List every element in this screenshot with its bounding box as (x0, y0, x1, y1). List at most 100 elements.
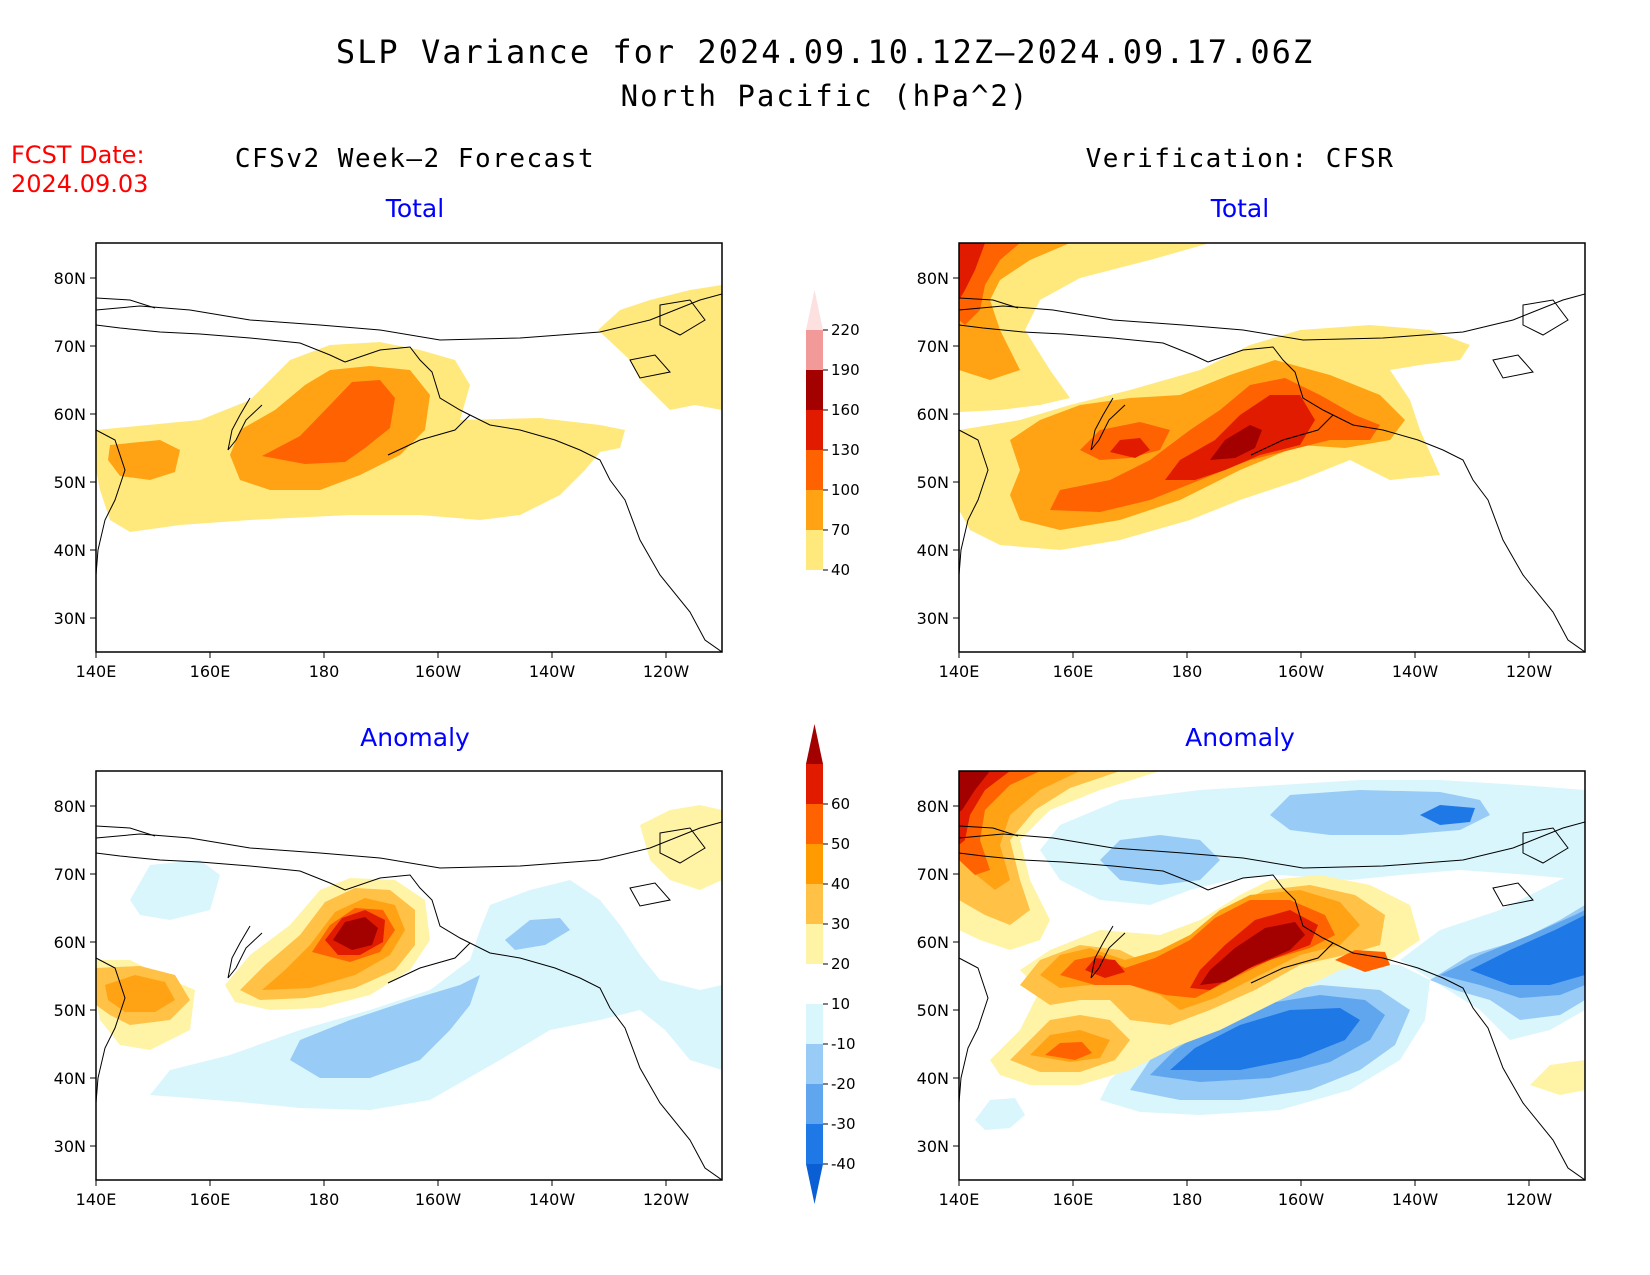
shade-neg40-minus-east (1470, 915, 1585, 985)
coastline-kamchatka (227, 925, 263, 979)
figure-title-line2: North Pacific (hPa^2) (621, 79, 1030, 113)
coastlines-fcst-total (96, 293, 722, 652)
shade-pos10-pos20-n (640, 805, 722, 890)
colorbar-total-label: 220 (831, 321, 860, 339)
frame-fcst-total (95, 242, 723, 653)
lat-tick-30N: 30N (917, 1137, 949, 1156)
coastline-asia (96, 324, 346, 576)
lon-tick-160W: 160W (415, 662, 462, 681)
lon-tick-180: 180 (1172, 662, 1203, 681)
colorbar-anomaly-extend-bottom (806, 1164, 823, 1204)
lat-tick-60N: 60N (54, 933, 86, 952)
lon-tick-140W: 140W (1392, 1190, 1439, 1209)
coastline-arctic (96, 821, 722, 869)
lon-tick-160E: 160E (190, 662, 231, 681)
lon-tick-140W: 140W (529, 662, 576, 681)
right-column-title: Verification: CFSR (1086, 144, 1395, 174)
lon-ticks-verif-total: 140E 160E 180 160W 140W 120W (939, 662, 1553, 681)
coastline-alaska (1207, 346, 1585, 652)
shade-pos60-plus-mid (1200, 922, 1305, 985)
shade-neg10-neg20-sw (975, 1098, 1025, 1130)
colorbar-anomaly-label: -20 (831, 1075, 856, 1093)
colorbar-total-label: 100 (831, 481, 860, 499)
lon-tick-160W: 160W (1278, 662, 1325, 681)
coastline-kamchatka (227, 397, 263, 451)
lat-tick-50N: 50N (54, 473, 86, 492)
colorbar-anomaly-label: -10 (831, 1035, 856, 1053)
colorbar-anomaly-box (806, 1004, 823, 1044)
lon-tick-160W: 160W (415, 1190, 462, 1209)
colorbar-anomaly-box (806, 1124, 823, 1164)
shade-neg20-neg30-ne (1270, 790, 1490, 835)
coastline-asia (959, 324, 1209, 576)
colorbar-total-box (806, 330, 823, 370)
frame-fcst-anomaly (95, 770, 723, 1181)
colorbar-total-extend-top (806, 290, 823, 330)
left-column-title: CFSv2 Week–2 Forecast (235, 144, 595, 174)
ticks-p3 (953, 805, 1530, 1186)
lat-tick-50N: 50N (917, 473, 949, 492)
lat-tick-80N: 80N (917, 269, 949, 288)
colorbar-anomaly-box (806, 1044, 823, 1084)
lon-tick-120W: 120W (643, 1190, 690, 1209)
coastline-asia (959, 852, 1209, 1104)
lon-tick-140E: 140E (76, 1190, 117, 1209)
colorbar-total-label: 40 (831, 561, 850, 579)
fcst-date-value: 2024.09.03 (11, 170, 148, 198)
lon-tick-160E: 160E (190, 1190, 231, 1209)
colorbar-anomaly-box (806, 884, 823, 924)
shade-100-130 (262, 380, 395, 464)
colorbar-anomaly-extend-top (806, 724, 823, 764)
shade-160-190 (1210, 425, 1262, 460)
lat-tick-60N: 60N (917, 933, 949, 952)
coastlines-verif-anomaly (959, 821, 1585, 1180)
coastline-arctic (959, 821, 1585, 869)
lat-ticks-fcst-anomaly: 30N 40N 50N 60N 70N 80N (54, 797, 86, 1156)
lat-ticks-verif-anomaly: 30N 40N 50N 60N 70N 80N (917, 797, 949, 1156)
panel-subtitle-fcst-anomaly: Anomaly (360, 723, 470, 752)
shade-neg20-neg30 (1100, 835, 1220, 885)
colorbar-total-box (806, 450, 823, 490)
shade-pos40-pos50-s (1045, 1042, 1092, 1060)
lat-tick-30N: 30N (54, 1137, 86, 1156)
lat-tick-30N: 30N (917, 609, 949, 628)
colorbar-anomaly-label: 30 (831, 915, 850, 933)
colorbar-anomaly-box (806, 844, 823, 884)
shade-pos40-pos50-e (1335, 950, 1390, 972)
colorbar-anomaly-label: -30 (831, 1115, 856, 1133)
lat-tick-60N: 60N (917, 405, 949, 424)
colorbar-total-label: 70 (831, 521, 850, 539)
figure-title-line1: SLP Variance for 2024.09.10.12Z–2024.09.… (336, 33, 1314, 71)
colorbar-total: 40 70 100 130 160 190 220 (806, 290, 860, 579)
lon-tick-140W: 140W (529, 1190, 576, 1209)
lat-tick-70N: 70N (54, 337, 86, 356)
shade-neg20-neg30 (290, 975, 480, 1078)
shade-pos10-pos20-e (1530, 1060, 1585, 1095)
coastline-aleutians (1250, 942, 1334, 984)
coastline-asia (96, 852, 346, 1104)
lat-tick-60N: 60N (54, 405, 86, 424)
colorbar-anomaly-box (806, 804, 823, 844)
lat-tick-40N: 40N (917, 541, 949, 560)
lat-tick-70N: 70N (917, 337, 949, 356)
lon-tick-180: 180 (309, 662, 340, 681)
lon-tick-140W: 140W (1392, 662, 1439, 681)
lon-tick-120W: 120W (643, 662, 690, 681)
colorbar-anomaly-label: 60 (831, 795, 850, 813)
lon-tick-140E: 140E (76, 662, 117, 681)
frame-verif-anomaly (958, 770, 1586, 1181)
shade-40-70-alaska-e (598, 285, 722, 410)
colorbar-total-box (806, 410, 823, 450)
lat-tick-50N: 50N (917, 1001, 949, 1020)
panel-subtitle-verif-anomaly: Anomaly (1185, 723, 1295, 752)
lat-tick-50N: 50N (54, 1001, 86, 1020)
shade-pos60-plus (959, 771, 990, 812)
tick-marks (90, 277, 1530, 1186)
map-panel-fcst-total: 140E 160E 180 160W 140W 120W 30N 40N 50N… (54, 242, 723, 681)
lat-tick-40N: 40N (917, 1069, 949, 1088)
lon-tick-140E: 140E (939, 1190, 980, 1209)
coastline-aleutians (387, 414, 471, 456)
coastline-kamchatka (1090, 397, 1126, 451)
lat-tick-80N: 80N (917, 797, 949, 816)
shading-fcst-anomaly (96, 805, 722, 1110)
